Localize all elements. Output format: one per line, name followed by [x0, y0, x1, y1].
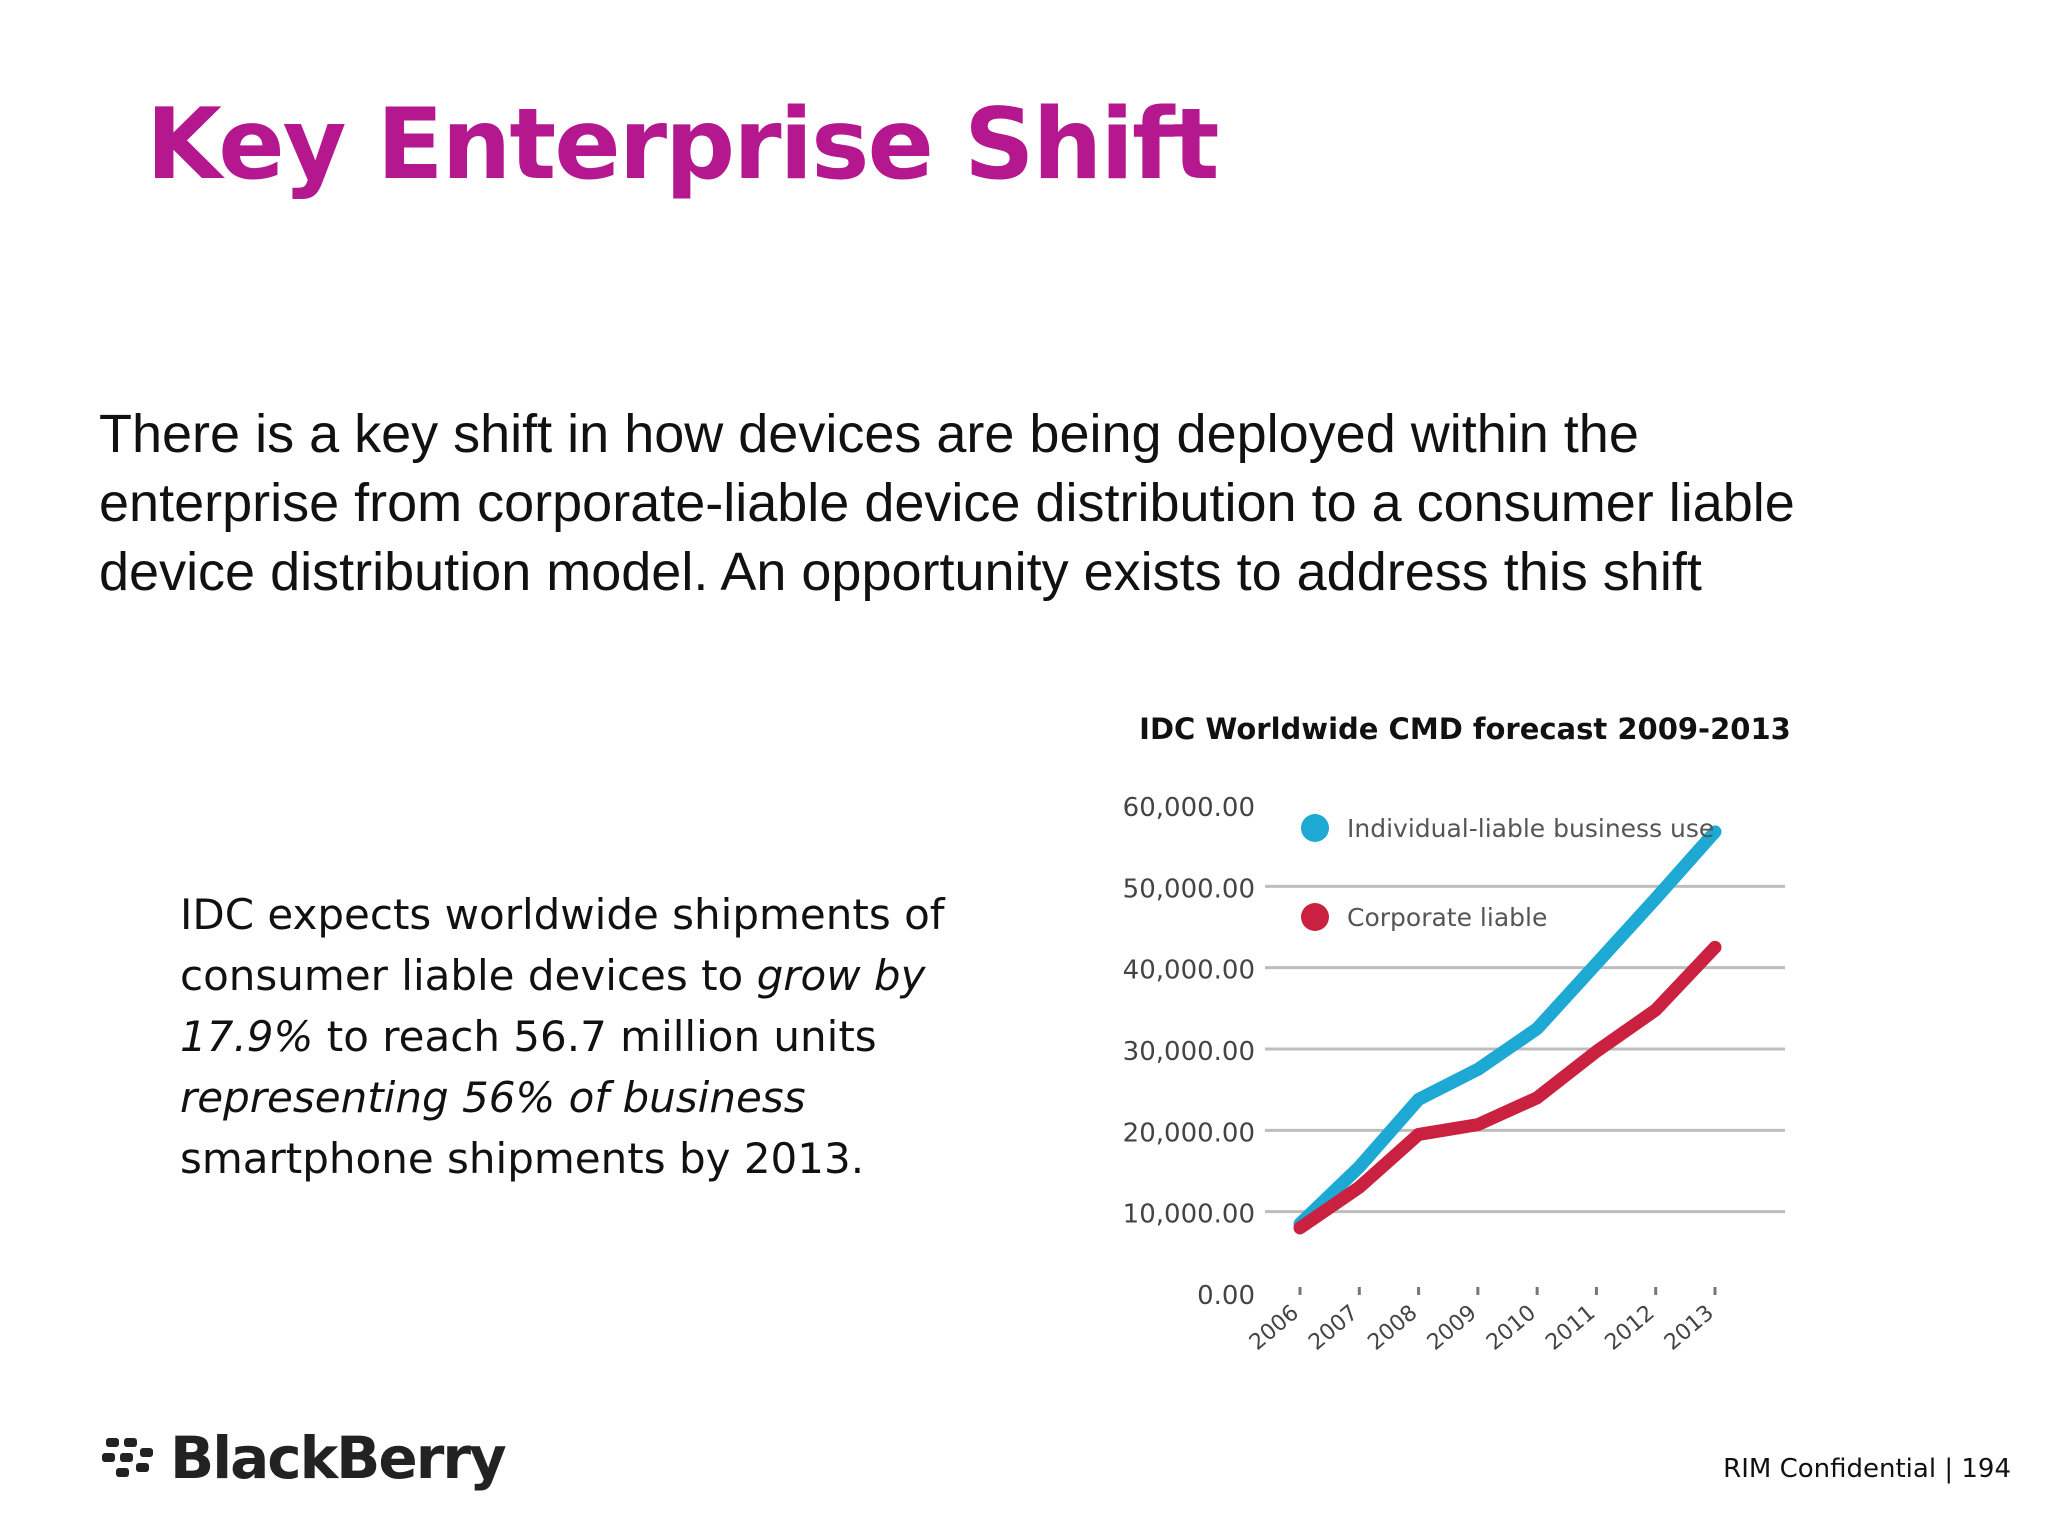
blackberry-icon	[102, 1438, 153, 1477]
footer: RIM Confidential | 194	[1723, 1454, 2011, 1484]
confidential-label: RIM Confidential	[1723, 1454, 1937, 1484]
x-tick-label: 2011	[1541, 1300, 1600, 1355]
y-tick-label: 30,000.00	[1123, 1037, 1255, 1067]
line-chart: 0.00 10,000.00 20,000.00 30,000.00 40,000.00…	[1123, 793, 1785, 1356]
page-number: 194	[1961, 1454, 2011, 1484]
y-tick-label: 50,000.00	[1123, 874, 1255, 904]
legend-label-1: Corporate liable	[1347, 903, 1547, 932]
chart-title: IDC Worldwide CMD forecast 2009-2013	[1139, 712, 1791, 746]
legend-marker-0	[1301, 814, 1329, 842]
callout-text-1: IDC expects worldwide shipments of consu…	[180, 890, 945, 1000]
x-tick-label: 2007	[1304, 1300, 1363, 1355]
series-line-0	[1293, 825, 1722, 1231]
y-tick-label: 0.00	[1197, 1281, 1255, 1311]
callout-emphasis-growth: grow by 17.9%	[180, 951, 926, 1061]
x-tick-label: 2013	[1660, 1300, 1719, 1355]
blackberry-logo: BlackBerry	[100, 1424, 507, 1492]
x-tick-label: 2008	[1363, 1300, 1422, 1355]
x-tick-label: 2009	[1423, 1300, 1482, 1355]
x-tick-label: 2012	[1601, 1300, 1660, 1355]
y-tick-label: 60,000.00	[1123, 793, 1255, 823]
series-line-1	[1293, 940, 1722, 1235]
idc-callout: IDC expects worldwide shipments of consu…	[180, 884, 980, 1189]
callout-text-2: to reach 56.7 million units	[313, 1012, 877, 1061]
callout-text-3: smartphone shipments by 2013.	[180, 1134, 865, 1183]
legend-label-0: Individual-liable business use	[1347, 814, 1714, 843]
y-tick-label: 40,000.00	[1123, 956, 1255, 986]
y-tick-label: 10,000.00	[1123, 1200, 1255, 1230]
logo-wordmark: BlackBerry	[170, 1424, 507, 1492]
y-tick-label: 20,000.00	[1123, 1118, 1255, 1148]
callout-emphasis-share: representing 56% of business	[180, 1073, 806, 1122]
slide-title: Key Enterprise Shift	[146, 88, 1219, 202]
legend-marker-1	[1301, 903, 1329, 931]
x-tick-label: 2010	[1482, 1300, 1541, 1355]
intro-paragraph: There is a key shift in how devices are …	[99, 404, 1795, 602]
footer-separator: |	[1944, 1454, 1954, 1484]
